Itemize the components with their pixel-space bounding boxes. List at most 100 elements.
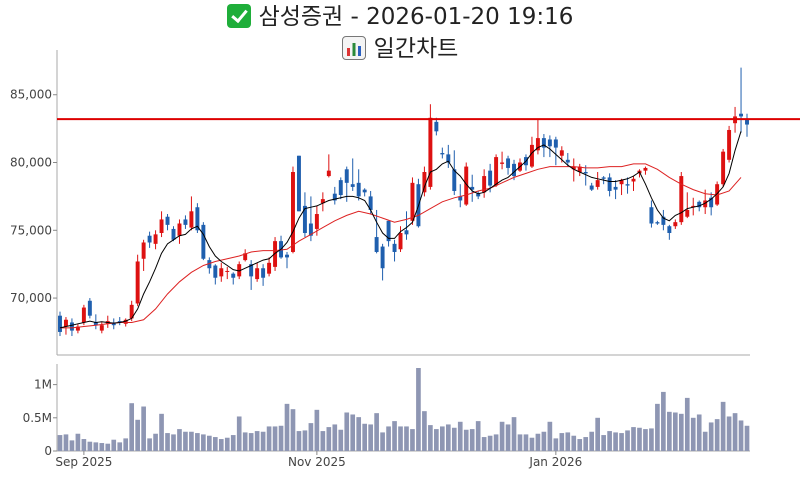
volume-bar <box>434 429 439 451</box>
candle-body <box>123 319 128 324</box>
volume-bar <box>410 429 415 451</box>
volume-bar <box>177 429 182 451</box>
candle-body <box>500 162 505 164</box>
candle-body <box>314 214 319 229</box>
candle-body <box>464 166 469 205</box>
bar-chart-icon <box>341 36 366 60</box>
candle-body <box>183 219 188 225</box>
price-tick-label: 75,000 <box>10 223 52 237</box>
candle-body <box>613 186 618 190</box>
candle-body <box>691 205 696 208</box>
volume-bar <box>631 427 636 451</box>
candle-body <box>159 219 164 233</box>
candle-body <box>344 169 349 183</box>
candle-body <box>703 200 708 208</box>
candle-body <box>332 193 337 201</box>
candle-body <box>153 234 158 244</box>
volume-bar <box>171 434 176 451</box>
candle-body <box>380 246 385 269</box>
chart-subtitle-row: 일간차트 <box>0 32 800 64</box>
volume-bar <box>81 439 87 451</box>
volume-bar <box>111 439 117 451</box>
volume-bar <box>523 434 529 451</box>
volume-bar <box>386 426 391 451</box>
volume-bar <box>529 437 535 451</box>
candle-body <box>261 268 266 278</box>
candle-body <box>285 254 289 258</box>
volume-bar <box>290 409 296 451</box>
volume-bar <box>422 411 427 451</box>
candle-body <box>679 176 684 223</box>
volume-bar <box>511 417 517 451</box>
candle-body <box>529 144 534 167</box>
volume-bar <box>583 437 589 451</box>
candle-body <box>237 264 242 277</box>
volume-bar <box>493 434 499 451</box>
volume-tick-label: 0.5M <box>23 411 52 425</box>
volume-bar <box>344 412 350 451</box>
x-tick-label: Sep 2025 <box>55 455 112 469</box>
volume-bar <box>672 412 678 451</box>
candle-body <box>386 220 391 242</box>
volume-bar <box>744 425 750 451</box>
volume-bar <box>655 403 660 451</box>
volume-bar <box>320 431 326 451</box>
candle-body <box>129 304 134 319</box>
candle-body <box>398 233 403 250</box>
candle-body <box>739 113 744 117</box>
candle-body <box>673 222 678 227</box>
volume-bar <box>189 431 194 451</box>
volume-panel: 0 0.5M 1M <box>23 364 750 458</box>
candle-body <box>87 300 92 316</box>
volume-bar <box>535 433 541 451</box>
volume-bar <box>236 416 242 451</box>
volume-bar <box>99 443 105 451</box>
volume-bar <box>565 432 571 451</box>
volume-bar <box>571 435 577 451</box>
volume-bar <box>356 417 362 451</box>
price-tick-label: 85,000 <box>10 88 52 102</box>
volume-bar <box>505 424 511 451</box>
candle-body <box>147 235 152 243</box>
candle-body <box>470 186 475 190</box>
candle-body <box>374 237 379 252</box>
candle-body <box>58 315 62 332</box>
volume-bar <box>314 409 320 451</box>
volume-bar <box>577 439 583 451</box>
candle-body <box>697 201 702 208</box>
candle-body <box>440 153 445 155</box>
candle-body <box>308 223 313 236</box>
chart-subtitle: 일간차트 <box>373 36 459 62</box>
volume-bar <box>141 406 146 451</box>
candle-body <box>715 184 720 205</box>
candle-body <box>482 176 487 193</box>
candle-body <box>93 322 98 326</box>
volume-bar <box>404 426 409 451</box>
volume-bar <box>195 433 200 451</box>
volume-bar <box>637 427 642 451</box>
volume-bar <box>481 437 487 451</box>
candle-body <box>326 170 331 177</box>
chart-title-block: 삼성증권 - 2026-01-20 19:16 일간차트 <box>0 0 800 66</box>
volume-tick-label: 1M <box>34 378 52 392</box>
moving-average-long-line <box>60 163 742 329</box>
volume-bar <box>260 431 266 451</box>
volume-bar <box>302 430 308 451</box>
volume-tick-label: 0 <box>44 444 52 458</box>
candle-body <box>243 253 248 261</box>
volume-bar <box>75 433 81 451</box>
candle-body <box>661 216 666 225</box>
volume-bar <box>714 419 720 451</box>
volume-bar <box>619 433 624 451</box>
volume-bar <box>230 435 236 451</box>
candle-body <box>69 322 74 331</box>
volume-bar <box>69 440 75 451</box>
candle-body <box>607 177 612 191</box>
chart-title: 삼성증권 - 2026-01-20 19:16 <box>258 4 574 30</box>
candle-body <box>619 180 624 185</box>
candle-body <box>565 159 570 163</box>
volume-bar <box>392 421 397 451</box>
candle-body <box>302 205 307 233</box>
candle-body <box>410 182 415 221</box>
candle-body <box>201 224 206 259</box>
